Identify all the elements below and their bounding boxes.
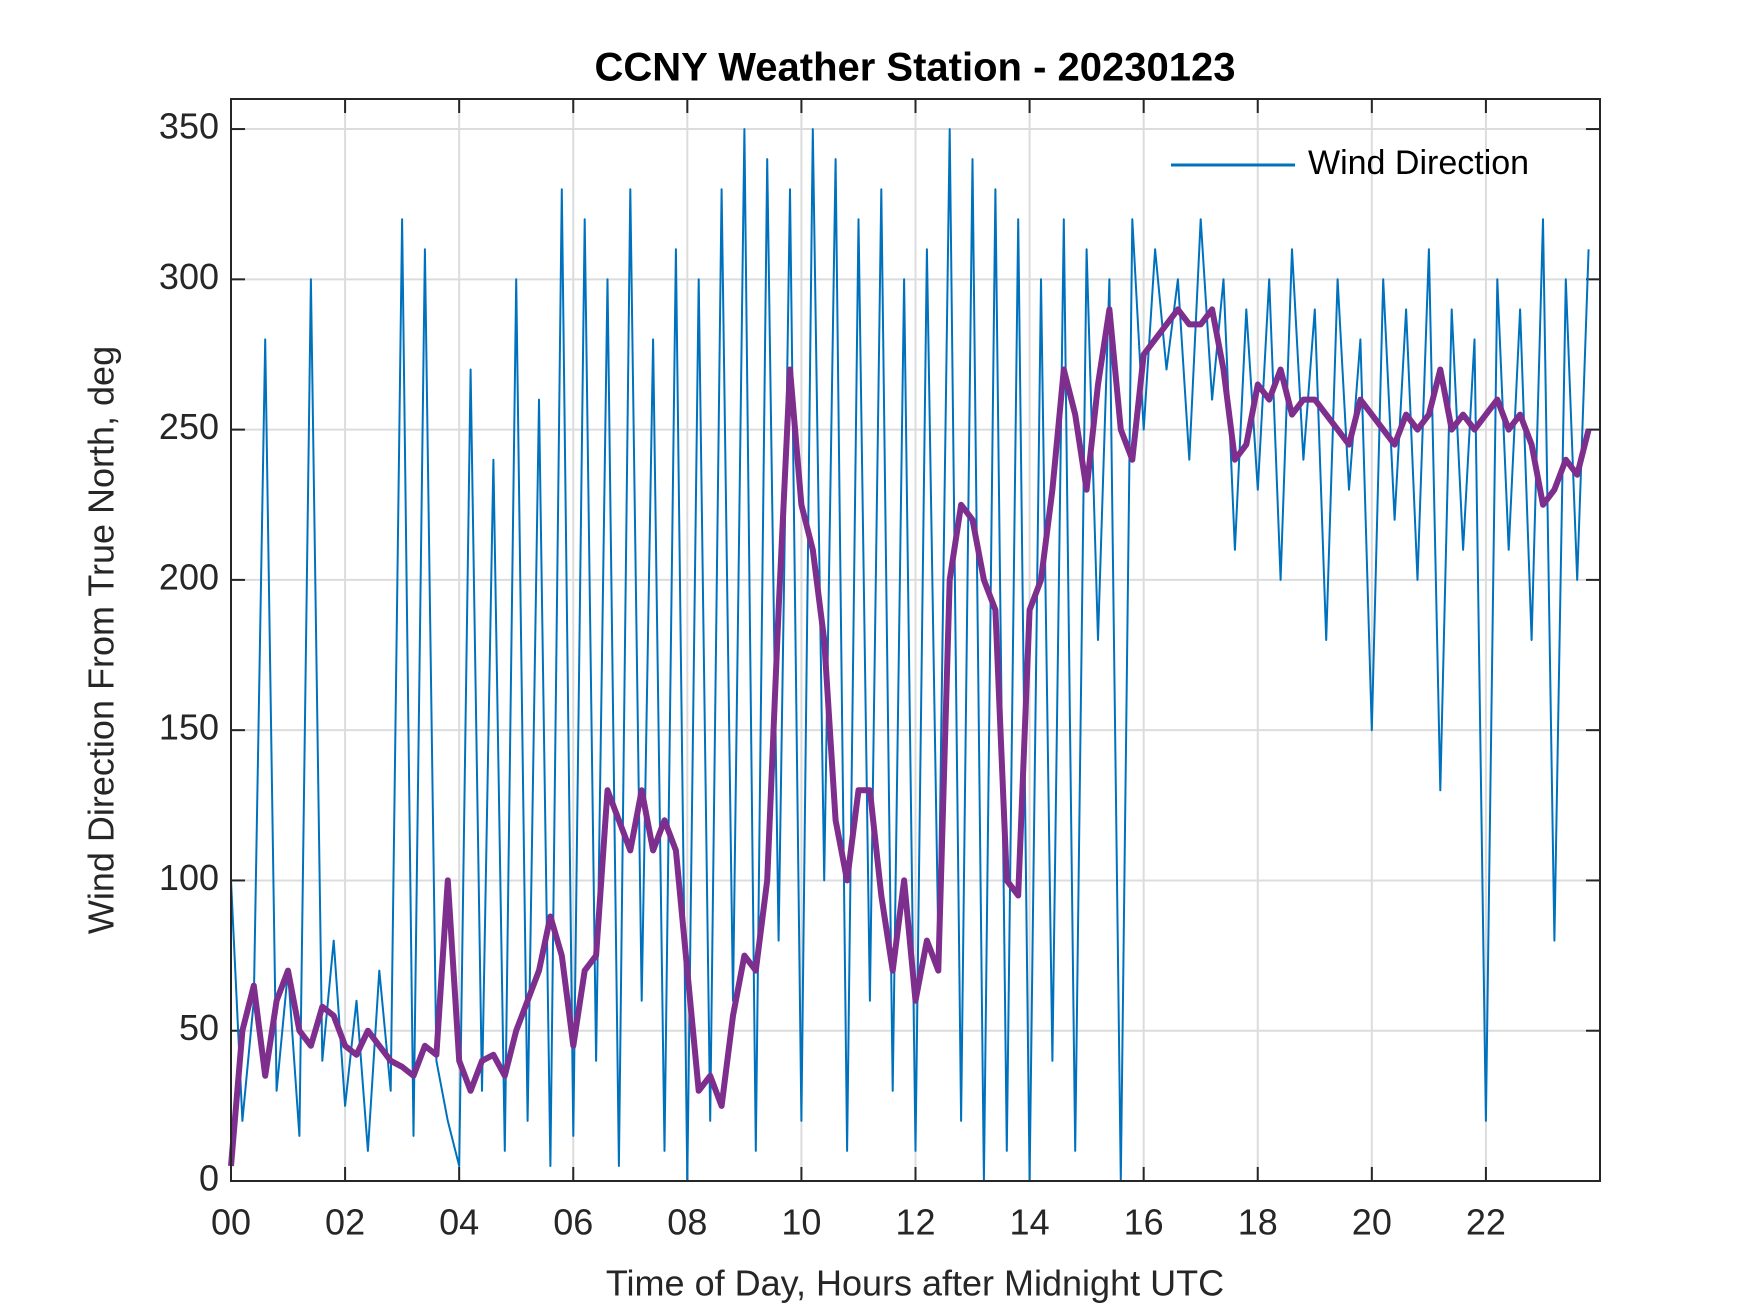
x-tick-label: 18 [1238, 1202, 1278, 1243]
x-tick-label: 14 [1010, 1202, 1050, 1243]
x-tick-label: 10 [781, 1202, 821, 1243]
x-tick-label: 16 [1124, 1202, 1164, 1243]
series-line [228, 306, 1592, 1167]
x-tick-label: 20 [1352, 1202, 1392, 1243]
y-tick-label: 350 [159, 106, 219, 147]
y-tick-label: 50 [179, 1007, 219, 1048]
x-tick-label: 06 [553, 1202, 593, 1243]
legend-label: Wind Direction [1308, 144, 1529, 182]
y-tick-label: 250 [159, 406, 219, 447]
y-tick-label: 300 [159, 256, 219, 297]
y-tick-label: 200 [159, 556, 219, 597]
chart-title: CCNY Weather Station - 20230123 [595, 46, 1236, 90]
y-axis-label: Wind Direction From True North, deg [81, 346, 122, 934]
x-tick-label: 02 [325, 1202, 365, 1243]
x-tick-label: 22 [1466, 1202, 1506, 1243]
series-line [230, 128, 1590, 1182]
x-axis-label: Time of Day, Hours after Midnight UTC [606, 1263, 1224, 1304]
plot-frame [230, 98, 1601, 1182]
y-tick-label: 150 [159, 707, 219, 748]
x-tick-label: 00 [211, 1202, 251, 1243]
y-tick-label: 100 [159, 857, 219, 898]
x-tick-label: 12 [895, 1202, 935, 1243]
x-tick-label: 04 [439, 1202, 479, 1243]
x-tick-label: 08 [667, 1202, 707, 1243]
y-tick-label: 0 [199, 1158, 219, 1199]
